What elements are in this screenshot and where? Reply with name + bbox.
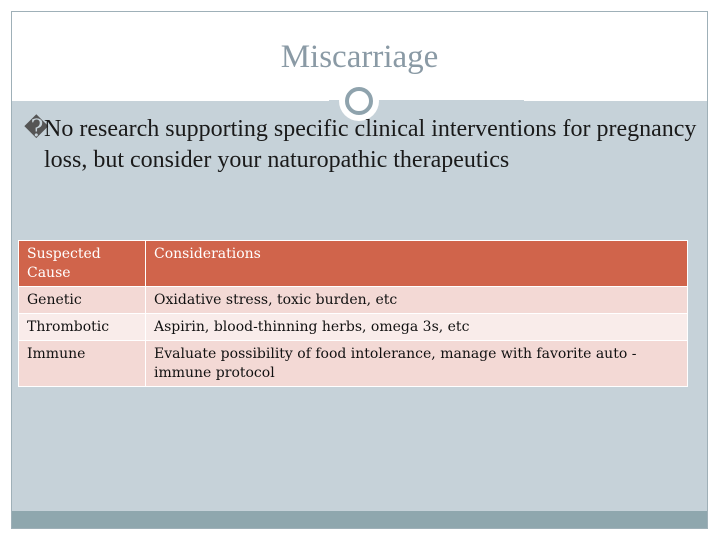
considerations-cell: Aspirin, blood-thinning herbs, omega 3s,… xyxy=(145,313,688,341)
title-divider-right xyxy=(524,100,707,101)
header-suspected-cause: Suspected Cause xyxy=(18,240,146,287)
footer-bar xyxy=(12,511,707,528)
slide-title: Miscarriage xyxy=(280,39,439,75)
cause-cell: Immune xyxy=(18,340,146,387)
circle-ornament-icon xyxy=(339,81,379,121)
table-row: Immune Evaluate possibility of food into… xyxy=(18,340,688,387)
bullet-marker-icon: � xyxy=(24,116,49,142)
table-header-row: Suspected Cause Considerations xyxy=(18,240,688,287)
considerations-cell: Evaluate possibility of food intolerance… xyxy=(145,340,688,387)
cause-cell: Thrombotic xyxy=(18,313,146,341)
bullet-text: No research supporting specific clinical… xyxy=(44,116,697,173)
header-considerations: Considerations xyxy=(145,240,688,287)
table-row: Thrombotic Aspirin, blood-thinning herbs… xyxy=(18,313,688,341)
title-divider-left xyxy=(12,100,329,101)
cause-cell: Genetic xyxy=(18,286,146,314)
bullet-point: �No research supporting specific clinica… xyxy=(24,114,704,176)
causes-table: Suspected Cause Considerations Genetic O… xyxy=(18,240,688,387)
considerations-cell: Oxidative stress, toxic burden, etc xyxy=(145,286,688,314)
table-row: Genetic Oxidative stress, toxic burden, … xyxy=(18,286,688,314)
